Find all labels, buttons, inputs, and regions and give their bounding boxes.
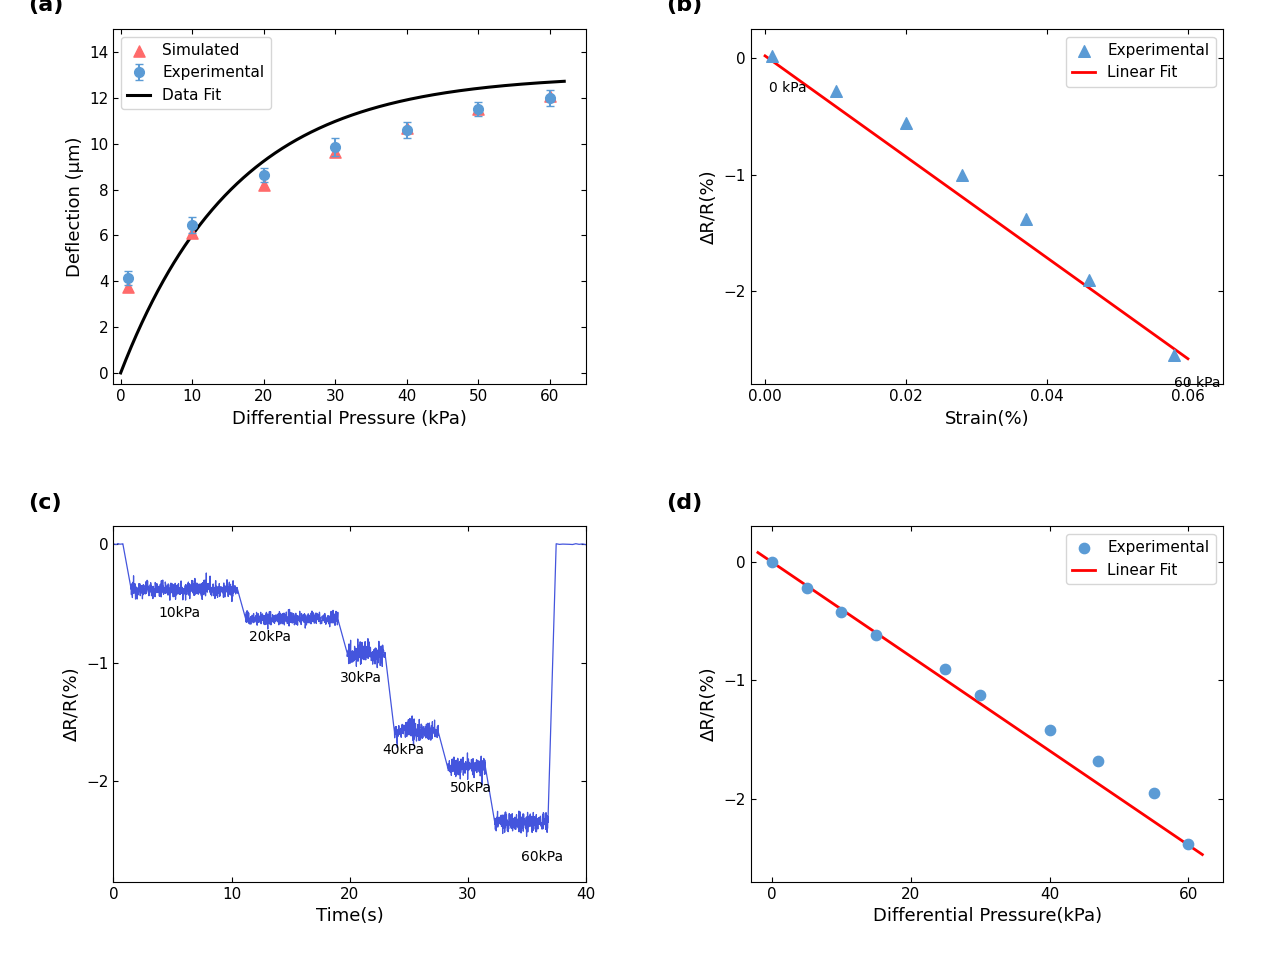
Text: 50kPa: 50kPa — [450, 781, 492, 796]
Experimental — [762, 48, 782, 64]
X-axis label: Strain(%): Strain(%) — [944, 410, 1029, 427]
Y-axis label: Deflection (μm): Deflection (μm) — [66, 137, 83, 277]
Line: Data Fit: Data Fit — [121, 81, 564, 373]
Text: 60 kPa: 60 kPa — [1174, 376, 1221, 391]
Legend: Experimental, Linear Fit: Experimental, Linear Fit — [1066, 534, 1216, 584]
X-axis label: Differential Pressure (kPa): Differential Pressure (kPa) — [232, 410, 467, 427]
Simulated — [253, 177, 274, 193]
Data Fit — [353, 107, 368, 118]
Data Fit — [546, 77, 561, 88]
Text: 40kPa: 40kPa — [382, 743, 425, 757]
Experimental — [936, 661, 956, 676]
Experimental — [1088, 753, 1108, 768]
Text: (a): (a) — [29, 0, 64, 16]
Legend: Simulated, Experimental, Data Fit: Simulated, Experimental, Data Fit — [121, 37, 271, 109]
Experimental — [1039, 723, 1059, 738]
Experimental — [1144, 785, 1164, 800]
Experimental — [826, 83, 846, 99]
Y-axis label: ΔR/R(%): ΔR/R(%) — [63, 667, 81, 741]
Y-axis label: ΔR/R(%): ΔR/R(%) — [700, 667, 719, 741]
Legend: Experimental, Linear Fit: Experimental, Linear Fit — [1066, 37, 1216, 86]
Data Fit — [477, 81, 492, 93]
Experimental — [831, 604, 851, 619]
X-axis label: Time(s): Time(s) — [315, 907, 383, 925]
Experimental — [762, 554, 782, 570]
Text: 20kPa: 20kPa — [250, 630, 291, 643]
Data Fit — [556, 76, 571, 87]
Experimental — [1164, 348, 1184, 363]
Experimental — [1079, 271, 1100, 287]
Experimental — [797, 580, 817, 596]
Simulated — [325, 144, 346, 160]
Y-axis label: ΔR/R(%): ΔR/R(%) — [700, 170, 719, 244]
Text: 60kPa: 60kPa — [521, 850, 562, 863]
Data Fit — [377, 100, 392, 111]
Simulated — [397, 120, 417, 136]
Text: 10kPa: 10kPa — [159, 606, 200, 620]
Text: (d): (d) — [666, 492, 702, 513]
Simulated — [468, 102, 488, 117]
Experimental — [970, 687, 990, 703]
Simulated — [117, 279, 137, 295]
Simulated — [182, 226, 202, 241]
Experimental — [1178, 836, 1198, 852]
Experimental — [1016, 211, 1037, 227]
Simulated — [540, 88, 560, 104]
Experimental — [895, 115, 915, 131]
Text: 30kPa: 30kPa — [340, 671, 382, 685]
Text: (b): (b) — [666, 0, 702, 16]
Data Fit — [113, 367, 129, 379]
Data Fit — [327, 116, 342, 128]
X-axis label: Differential Pressure(kPa): Differential Pressure(kPa) — [873, 907, 1102, 925]
Experimental — [952, 167, 972, 182]
Experimental — [866, 628, 886, 643]
Text: 0 kPa: 0 kPa — [769, 81, 806, 96]
Text: (c): (c) — [29, 492, 62, 513]
Data Fit — [324, 117, 339, 129]
